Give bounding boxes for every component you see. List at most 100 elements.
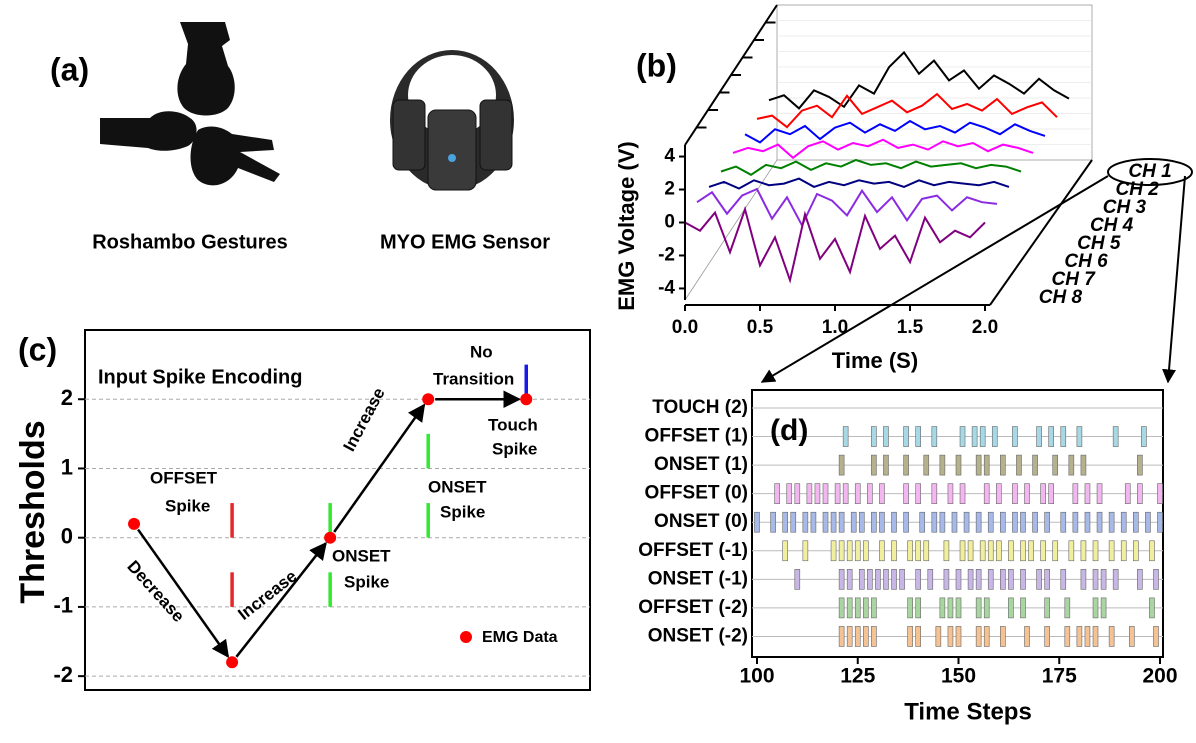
data-point: [422, 393, 435, 406]
caption: MYO EMG Sensor: [380, 231, 550, 253]
annotation: Transition: [433, 369, 514, 388]
spike: [979, 426, 986, 447]
spike: [1044, 511, 1050, 533]
spike: [1012, 426, 1018, 447]
spike: [907, 597, 913, 619]
spike: [995, 483, 1002, 504]
spike: [883, 454, 889, 476]
spike: [879, 483, 885, 504]
data-point: [324, 531, 337, 544]
spike: [931, 483, 938, 504]
annotation: Spike: [165, 496, 210, 515]
spike: [1096, 483, 1103, 504]
spike: [955, 626, 962, 647]
spike: [883, 569, 889, 590]
spike: [899, 569, 905, 590]
spike: [871, 426, 877, 447]
spike: [947, 626, 954, 647]
emg-trace: [696, 187, 998, 228]
annotation: Spike: [492, 439, 537, 458]
row-label: ONSET (-2): [648, 625, 748, 646]
x-tick-label: 125: [840, 665, 875, 688]
spike: [863, 626, 869, 647]
spike: [846, 540, 853, 562]
spike: [967, 540, 974, 562]
spike: [802, 511, 809, 533]
spike: [854, 540, 861, 562]
spike: [863, 597, 869, 619]
spike: [995, 540, 1002, 562]
spike: [1133, 511, 1139, 533]
spike: [838, 540, 845, 562]
spike: [903, 426, 909, 447]
spike: [782, 511, 789, 533]
x-tick-label: 200: [1142, 665, 1177, 688]
legend-label: EMG Data: [482, 629, 558, 646]
spike: [1020, 511, 1026, 533]
spike: [919, 511, 926, 533]
y-tick-label: 2: [61, 385, 73, 410]
annotation: Touch: [488, 415, 538, 434]
spike: [1108, 540, 1115, 562]
spike: [858, 569, 865, 590]
emg-trace: [756, 92, 1058, 129]
spike: [1000, 454, 1006, 476]
spike: [987, 540, 994, 562]
spike: [915, 569, 922, 590]
spike: [1076, 626, 1083, 647]
spike: [794, 483, 801, 504]
spike: [891, 511, 897, 533]
spike: [991, 426, 998, 447]
spike: [891, 569, 897, 590]
spike: [975, 597, 982, 619]
arrow: [1162, 175, 1186, 384]
spike: [838, 626, 845, 647]
spike: [1008, 540, 1014, 562]
y-tick-label: -2: [53, 662, 73, 687]
spike: [1128, 626, 1135, 647]
spike: [907, 626, 913, 647]
spike: [1024, 626, 1030, 647]
spike: [854, 483, 861, 504]
spike: [963, 511, 970, 533]
spike: [1145, 511, 1151, 533]
channel-label: CH 8: [1039, 287, 1083, 308]
spike: [871, 626, 877, 647]
row-label: OFFSET (1): [645, 426, 748, 447]
spike: [1096, 511, 1103, 533]
spike: [1060, 426, 1067, 447]
spike: [871, 454, 877, 476]
spike: [1048, 426, 1054, 447]
spike: [1044, 569, 1050, 590]
spike: [1137, 483, 1143, 504]
spike: [971, 426, 978, 447]
spike: [875, 569, 881, 590]
spike: [1084, 626, 1091, 647]
row-label: OFFSET (0): [645, 483, 748, 504]
row-label: ONSET (0): [654, 511, 748, 532]
row-label: ONSET (1): [654, 454, 748, 475]
spike: [1141, 426, 1147, 447]
spike: [1133, 540, 1139, 562]
spike: [1108, 626, 1115, 647]
spike: [814, 483, 821, 504]
spike: [931, 511, 938, 533]
spike: [790, 511, 797, 533]
spike: [983, 626, 990, 647]
emg-trace: [720, 158, 1022, 176]
channel-label: CH 1: [1128, 161, 1171, 182]
transition-arrow: [137, 528, 230, 659]
spike: [1068, 454, 1075, 476]
spike: [939, 597, 946, 619]
emg-trace: [744, 119, 1046, 144]
spike: [846, 569, 853, 590]
spike: [915, 483, 922, 504]
spike: [959, 483, 966, 504]
spike: [806, 483, 813, 504]
row-label: ONSET (-1): [648, 568, 748, 589]
gesture-icons: [100, 22, 280, 186]
spike: [1032, 454, 1038, 476]
x-tick-label: 1.0: [822, 317, 848, 338]
spike: [943, 540, 950, 562]
y-tick-label: 2: [664, 179, 675, 200]
